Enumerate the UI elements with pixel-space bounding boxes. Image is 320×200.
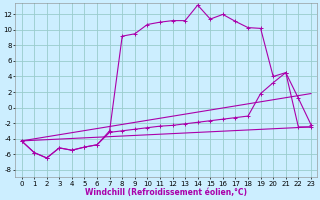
X-axis label: Windchill (Refroidissement éolien,°C): Windchill (Refroidissement éolien,°C) xyxy=(85,188,247,197)
